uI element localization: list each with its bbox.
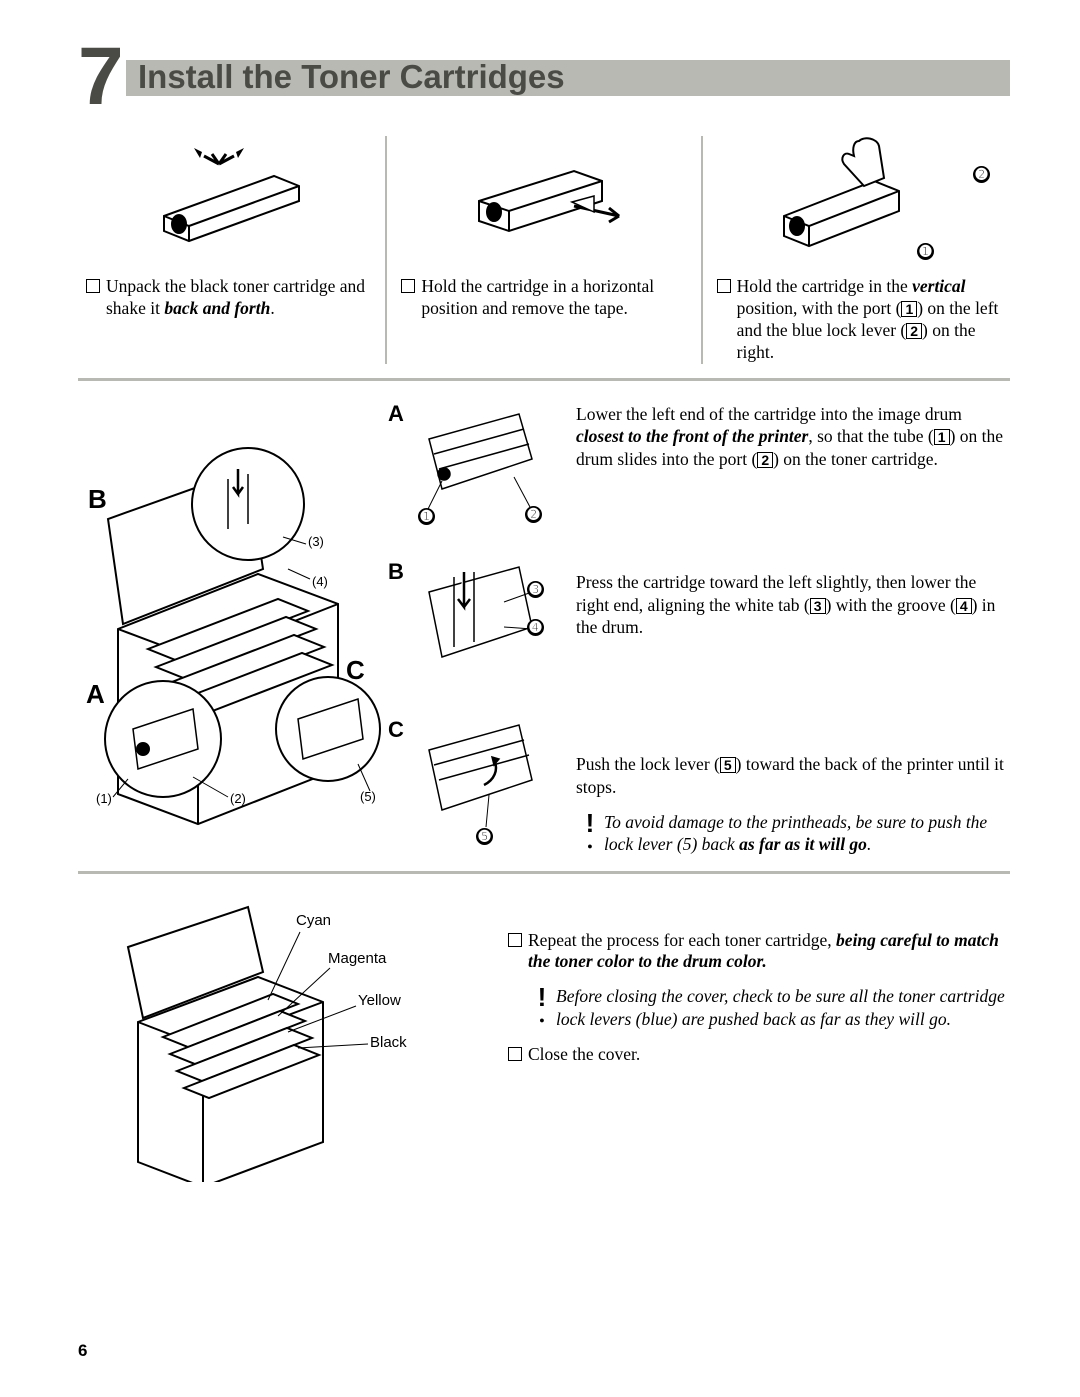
warning-icon: ! — [576, 811, 604, 856]
detail-label-B: B — [388, 557, 414, 687]
detail-B-text: Press the cartridge toward the left slig… — [576, 571, 1010, 639]
horizontal-rule — [78, 378, 1010, 381]
checkbox-icon — [717, 279, 731, 293]
horizontal-rule — [78, 871, 1010, 874]
printer-colors-illustration: Cyan Magenta Yellow Black — [78, 892, 468, 1182]
section-title: Install the Toner Cartridges — [138, 58, 565, 96]
warning-close-cover: ! Before closing the cover, check to be … — [528, 985, 1010, 1030]
label-black: Black — [370, 1034, 407, 1051]
callout-4: (4) — [312, 574, 328, 589]
close-cover-text: Close the cover. — [508, 1044, 1010, 1066]
callout-5: (5) — [360, 789, 376, 804]
label-yellow: Yellow — [358, 992, 401, 1009]
label-magenta: Magenta — [328, 950, 386, 967]
warning-C: ! To avoid damage to the printheads, be … — [576, 811, 1010, 856]
callout-2-icon: ➋ — [973, 166, 990, 183]
printer-overview-illustration: B A C (3) (4) (1) (2) (5) — [78, 399, 388, 859]
step-3-column: ➊ ➋ Hold the cartridge in the vertical p… — [709, 136, 1010, 364]
repeat-steps-column: Repeat the process for each toner cartri… — [468, 892, 1010, 1182]
label-C: C — [346, 655, 365, 686]
label-A: A — [86, 679, 105, 710]
checkbox-icon — [86, 279, 100, 293]
detail-text-column: Lower the left end of the cartridge into… — [558, 399, 1010, 859]
callout-3: (3) — [308, 534, 324, 549]
detail-C-text: Push the lock lever (5) toward the back … — [576, 753, 1010, 799]
column-separator — [701, 136, 703, 364]
label-cyan: Cyan — [296, 912, 331, 929]
step-1-column: Unpack the black toner cartridge and sha… — [78, 136, 379, 364]
callout-2: (2) — [230, 791, 246, 806]
color-repeat-row: Cyan Magenta Yellow Black Repeat the pro… — [78, 892, 1010, 1182]
callout-2-icon: ➋ — [525, 506, 542, 523]
step-2-text: Hold the cartridge in a horizontal posit… — [401, 276, 686, 320]
step-2-column: Hold the cartridge in a horizontal posit… — [393, 136, 694, 364]
detail-label-A: A — [388, 399, 414, 529]
step-1-text: Unpack the black toner cartridge and sha… — [86, 276, 371, 320]
section-header: 7 Install the Toner Cartridges — [78, 50, 1010, 106]
callout-1-icon: ➊ — [418, 508, 435, 525]
checkbox-icon — [508, 933, 522, 947]
install-detail-row: B A C (3) (4) (1) (2) (5) A — [78, 399, 1010, 859]
detail-B-illustration: ➌ ➍ — [414, 557, 544, 687]
top-steps-row: Unpack the black toner cartridge and sha… — [78, 136, 1010, 364]
detail-label-C: C — [388, 715, 414, 845]
checkbox-icon — [401, 279, 415, 293]
page-number: 6 — [78, 1341, 87, 1361]
detail-illustrations-column: A ➊ ➋ B — [388, 399, 558, 859]
callout-1-icon: ➊ — [917, 243, 934, 260]
repeat-step-text: Repeat the process for each toner cartri… — [508, 930, 1010, 974]
step-3-text: Hold the cartridge in the vertical posit… — [717, 276, 1002, 364]
step-3-illustration: ➊ ➋ — [717, 136, 1002, 266]
checkbox-icon — [508, 1047, 522, 1061]
column-separator — [385, 136, 387, 364]
detail-A-text: Lower the left end of the cartridge into… — [576, 403, 1010, 471]
step-2-illustration — [401, 136, 686, 266]
callout-5-icon: ➎ — [476, 828, 493, 845]
step-1-illustration — [86, 136, 371, 266]
label-B: B — [88, 484, 107, 515]
warning-icon: ! — [528, 985, 556, 1030]
detail-C-illustration: ➎ — [414, 715, 544, 845]
callout-1: (1) — [96, 791, 112, 806]
callout-4-icon: ➍ — [527, 619, 544, 636]
detail-A-illustration: ➊ ➋ — [414, 399, 544, 529]
step-number: 7 — [78, 36, 124, 118]
callout-3-icon: ➌ — [527, 581, 544, 598]
